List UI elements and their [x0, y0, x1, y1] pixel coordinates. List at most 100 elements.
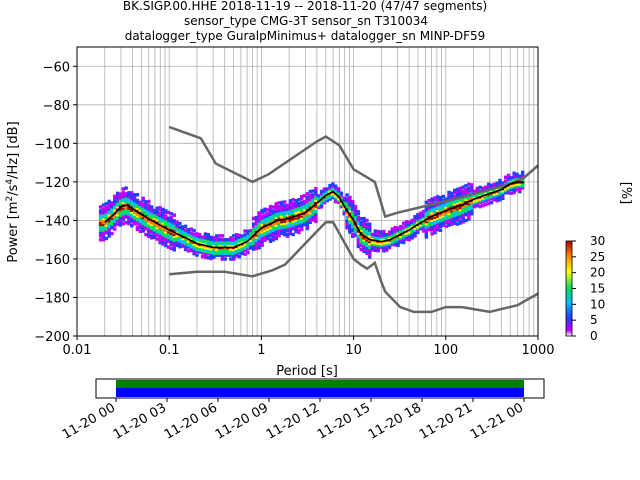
density-cell	[212, 249, 216, 254]
density-cell	[280, 227, 284, 232]
density-cell	[172, 223, 176, 227]
density-cell	[135, 212, 140, 216]
density-cell	[495, 199, 499, 203]
density-cell	[435, 195, 440, 199]
density-cell	[512, 190, 516, 195]
density-cell	[155, 223, 159, 228]
density-cell	[161, 238, 165, 242]
density-cell	[155, 225, 159, 230]
density-cell	[237, 249, 242, 253]
density-cell	[141, 210, 145, 214]
density-cell	[407, 234, 412, 238]
density-cell	[416, 228, 420, 233]
density-cell	[181, 244, 185, 248]
density-cell	[515, 172, 519, 177]
density-cell	[206, 242, 210, 247]
density-cell	[138, 217, 142, 222]
density-cell	[217, 243, 222, 248]
density-cell	[169, 223, 174, 228]
y-tick-label: −60	[43, 60, 70, 75]
density-cell	[464, 191, 468, 196]
density-cell	[164, 240, 168, 244]
density-cell	[246, 241, 250, 245]
density-cell	[365, 239, 369, 244]
density-cell	[387, 232, 392, 236]
density-cell	[186, 243, 191, 247]
density-cell	[232, 247, 236, 252]
ppsd-density-cells	[98, 170, 525, 261]
density-cell	[498, 182, 502, 187]
density-cell	[291, 221, 295, 225]
density-cell	[467, 217, 471, 221]
density-cell	[447, 211, 451, 216]
density-cell	[118, 198, 123, 202]
density-cell	[503, 189, 508, 193]
density-cell	[308, 195, 312, 199]
density-cell	[113, 202, 117, 206]
density-cell	[115, 212, 120, 217]
density-cell	[294, 216, 298, 220]
density-cell	[359, 217, 363, 221]
density-cell	[127, 220, 131, 224]
density-cell	[359, 230, 363, 234]
density-cell	[274, 227, 278, 231]
timeline-tick-label: 11-20 06	[162, 400, 220, 442]
density-cell	[158, 213, 162, 218]
density-cell	[430, 216, 434, 221]
density-cell	[308, 193, 312, 198]
density-cell	[164, 211, 168, 215]
density-cell	[166, 237, 171, 242]
density-cell	[492, 194, 497, 198]
density-cell	[342, 206, 346, 210]
density-cell	[450, 220, 454, 224]
density-cell	[274, 206, 278, 210]
density-cell	[212, 247, 216, 252]
density-cell	[217, 239, 222, 244]
density-cell	[368, 239, 372, 244]
density-cell	[138, 200, 142, 205]
density-cell	[169, 246, 174, 251]
density-cell	[334, 199, 338, 204]
density-cell	[351, 213, 355, 217]
density-cell	[486, 182, 491, 187]
density-cell	[234, 234, 239, 239]
density-cell	[178, 245, 182, 249]
density-cell	[376, 233, 380, 238]
density-cell	[353, 229, 358, 234]
density-cell	[229, 238, 233, 242]
density-cell	[515, 186, 519, 190]
density-cell	[492, 184, 497, 188]
density-cell	[147, 213, 151, 217]
density-cell	[427, 204, 431, 209]
density-cell	[101, 224, 106, 228]
density-cell	[147, 226, 151, 231]
density-cell	[444, 216, 448, 221]
density-cell	[314, 186, 318, 191]
density-cell	[263, 207, 267, 211]
density-cell	[450, 216, 454, 221]
density-cell	[237, 245, 242, 249]
density-cell	[138, 202, 142, 206]
timeline-tick-label: 11-20 15	[315, 400, 373, 442]
density-cell	[186, 245, 191, 249]
density-cell	[266, 231, 270, 235]
density-cell	[268, 216, 273, 220]
density-cell	[158, 235, 162, 239]
density-cell	[305, 205, 310, 210]
density-cell	[311, 208, 315, 213]
y-tick-label: −200	[34, 330, 70, 345]
density-cell	[416, 220, 420, 225]
density-cell	[240, 234, 244, 238]
density-cell	[107, 215, 111, 219]
density-cell	[198, 248, 202, 252]
density-cell	[121, 198, 125, 203]
density-cell	[164, 230, 168, 234]
density-cell	[288, 222, 293, 226]
density-cell	[186, 241, 191, 245]
density-cell	[376, 229, 380, 234]
median-line	[104, 181, 524, 249]
density-cell	[178, 235, 182, 239]
density-cell	[113, 198, 117, 202]
density-cell	[283, 207, 287, 212]
density-cell	[368, 253, 372, 257]
